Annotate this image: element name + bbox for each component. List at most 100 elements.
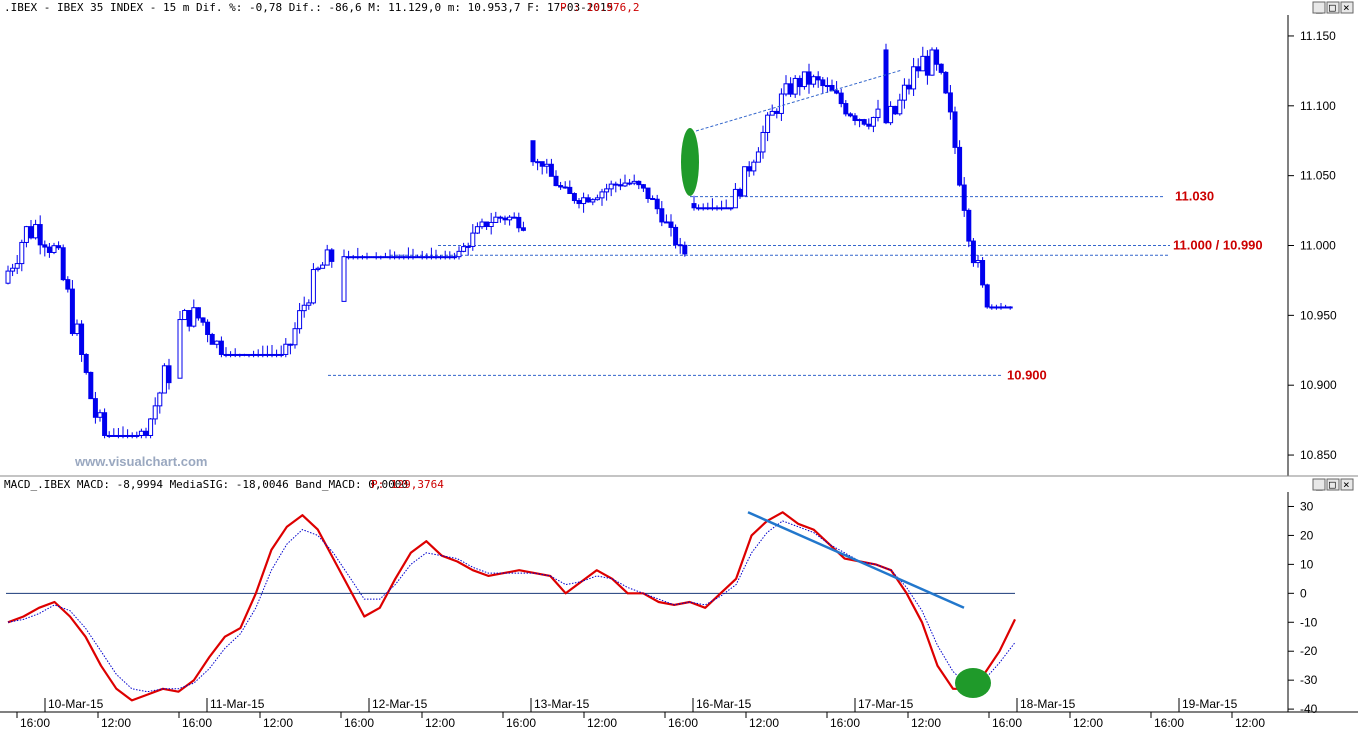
- candle-body: [241, 353, 247, 356]
- signal-line: [7, 520, 1016, 693]
- candle-body: [320, 264, 326, 269]
- macd-maximize-button[interactable]: [1326, 478, 1340, 491]
- candle-body: [847, 113, 853, 117]
- candle-body: [355, 256, 361, 259]
- candle-body: [957, 146, 963, 186]
- candle-body: [870, 116, 876, 127]
- candle-body: [548, 163, 554, 177]
- candle-body: [433, 256, 439, 259]
- candle-body: [861, 119, 867, 125]
- time-label: 12:00: [425, 716, 455, 730]
- maximize-button[interactable]: [1326, 1, 1340, 14]
- candle-body: [129, 434, 135, 437]
- close-button[interactable]: [1340, 1, 1354, 14]
- candle-body: [134, 434, 140, 437]
- macd-close-button[interactable]: [1340, 478, 1354, 491]
- candle-body: [447, 256, 453, 259]
- candle-body: [924, 55, 930, 76]
- candle-body: [875, 108, 881, 118]
- candle-body: [461, 246, 467, 252]
- candle-body: [287, 343, 293, 346]
- time-label: 16:00: [182, 716, 212, 730]
- price-tick-label: 10.900: [1300, 378, 1337, 392]
- candlestick-series: [5, 43, 1013, 439]
- candle-body: [732, 188, 738, 209]
- candle-body: [934, 49, 940, 65]
- candle-body: [182, 310, 188, 321]
- candle-body: [350, 256, 356, 259]
- candle-body: [79, 323, 85, 355]
- candle-body: [209, 333, 215, 345]
- candle-body: [28, 226, 34, 239]
- time-label: 12:00: [1235, 716, 1265, 730]
- candle-body: [223, 353, 229, 356]
- candle-body: [479, 221, 485, 228]
- candle-body: [824, 84, 830, 87]
- candle-body: [88, 371, 94, 400]
- candle-body: [627, 182, 633, 185]
- candle-body: [269, 353, 275, 356]
- candle-body: [152, 405, 158, 420]
- candle-body: [631, 180, 637, 184]
- candle-body: [663, 221, 669, 224]
- macd-minimize-button[interactable]: [1312, 478, 1326, 491]
- price-panel-controls: _ □ ×: [1312, 1, 1354, 14]
- time-label: 12:00: [911, 716, 941, 730]
- candle-body: [544, 163, 550, 167]
- candle-body: [709, 207, 715, 210]
- candle-body: [901, 84, 907, 101]
- candle-body: [970, 240, 976, 264]
- candle-body: [691, 203, 697, 209]
- candle-body: [157, 392, 163, 407]
- candle-body: [719, 207, 725, 210]
- candle-body: [857, 119, 863, 122]
- candle-body: [659, 208, 665, 223]
- candle-body: [125, 434, 131, 437]
- candle-body: [815, 76, 821, 81]
- candle-body: [292, 328, 298, 346]
- candle-body: [283, 343, 289, 355]
- candle-body: [186, 310, 192, 327]
- maximize-icon: □: [1329, 1, 1336, 14]
- candle-body: [392, 256, 398, 259]
- candle-body: [650, 198, 656, 201]
- minimize-button[interactable]: [1312, 1, 1326, 14]
- candle-body: [581, 197, 587, 205]
- candle-body: [251, 353, 257, 356]
- candle-body: [456, 250, 462, 258]
- candle-body: [594, 197, 600, 201]
- candle-body: [943, 71, 949, 94]
- trend-line-support: [695, 69, 903, 132]
- price-tick-label: 11.000: [1300, 239, 1336, 253]
- time-label: 16:00: [830, 716, 860, 730]
- candle-body: [232, 353, 238, 356]
- candle-body: [915, 66, 921, 72]
- candle-body: [195, 307, 201, 319]
- candle-body: [883, 49, 889, 124]
- candle-body: [746, 166, 752, 172]
- candle-body: [264, 353, 270, 356]
- candle-body: [998, 306, 1004, 309]
- macd-tick-label: -30: [1300, 673, 1318, 687]
- candle-body: [539, 161, 545, 167]
- candle-body: [920, 55, 926, 72]
- candle-body: [811, 76, 817, 85]
- close-icon: ×: [1343, 1, 1350, 14]
- time-label: 16:00: [668, 716, 698, 730]
- candle-body: [792, 77, 798, 95]
- candle-body: [419, 256, 425, 259]
- candle-body: [33, 224, 39, 239]
- candle-body: [200, 317, 206, 323]
- candle-body: [562, 186, 568, 189]
- candle-body: [700, 207, 706, 210]
- time-label: 16:00: [992, 716, 1022, 730]
- time-axis: 10-Mar-15 11-Mar-15 12-Mar-15 13-Mar-15 16-M…: [16, 697, 1265, 730]
- date-label: 16-Mar-15: [696, 697, 752, 711]
- candle-body: [906, 84, 912, 90]
- candle-body: [205, 321, 211, 335]
- date-label: 17-Mar-15: [858, 697, 914, 711]
- candle-body: [673, 226, 679, 246]
- candle-body: [677, 244, 683, 247]
- candle-body: [705, 207, 711, 210]
- candle-body: [378, 256, 384, 259]
